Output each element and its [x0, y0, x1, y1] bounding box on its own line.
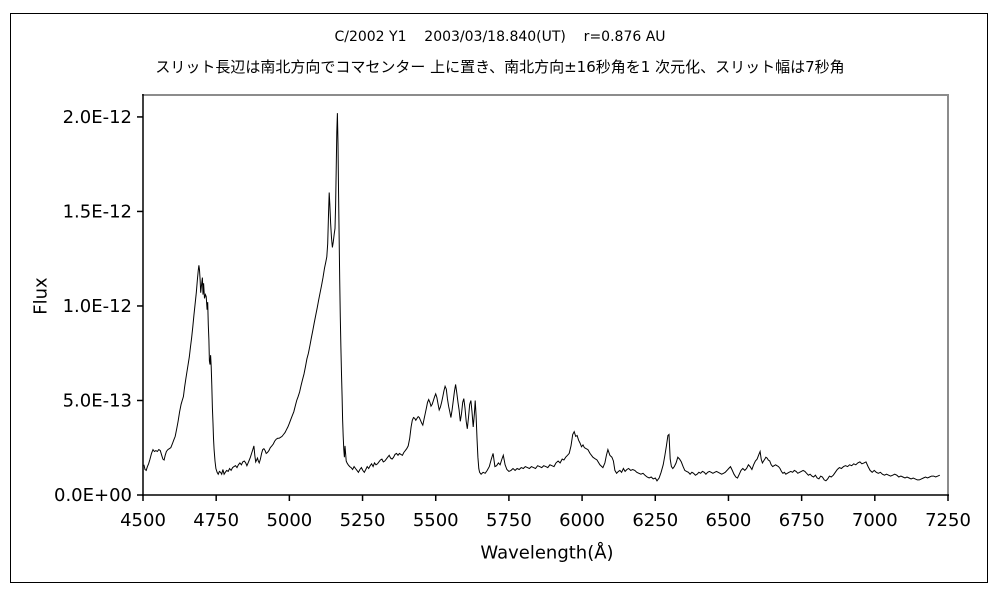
x-tick-label: 5250: [340, 510, 386, 531]
x-tick-label: 5000: [266, 510, 312, 531]
y-tick-label: 1.0E-12: [63, 296, 132, 317]
x-tick-label: 5750: [486, 510, 532, 531]
chart-subtitle: スリット長辺は南北方向でコマセンター 上に置き、南北方向±16秒角を1 次元化、…: [155, 58, 845, 76]
x-tick-label: 4500: [120, 510, 166, 531]
y-tick-label: 0.0E+00: [54, 485, 132, 506]
y-tick-label: 1.5E-12: [63, 201, 132, 222]
spectrum-line: [143, 113, 941, 482]
x-axis-title: Wavelength(Å): [480, 542, 614, 564]
y-tick-label: 2.0E-12: [63, 107, 132, 128]
x-tick-label: 7000: [852, 510, 898, 531]
x-tick-label: 6250: [632, 510, 678, 531]
x-tick-label: 7250: [925, 510, 971, 531]
x-tick-label: 6750: [779, 510, 825, 531]
x-tick-label: 5500: [413, 510, 459, 531]
x-tick-label: 4750: [193, 510, 239, 531]
chart-title: C/2002 Y1 2003/03/18.840(UT) r=0.876 AU: [334, 29, 666, 45]
y-tick-label: 5.0E-13: [63, 390, 132, 411]
x-tick-label: 6500: [706, 510, 752, 531]
x-tick-label: 6000: [559, 510, 605, 531]
figure-border: [10, 13, 988, 583]
